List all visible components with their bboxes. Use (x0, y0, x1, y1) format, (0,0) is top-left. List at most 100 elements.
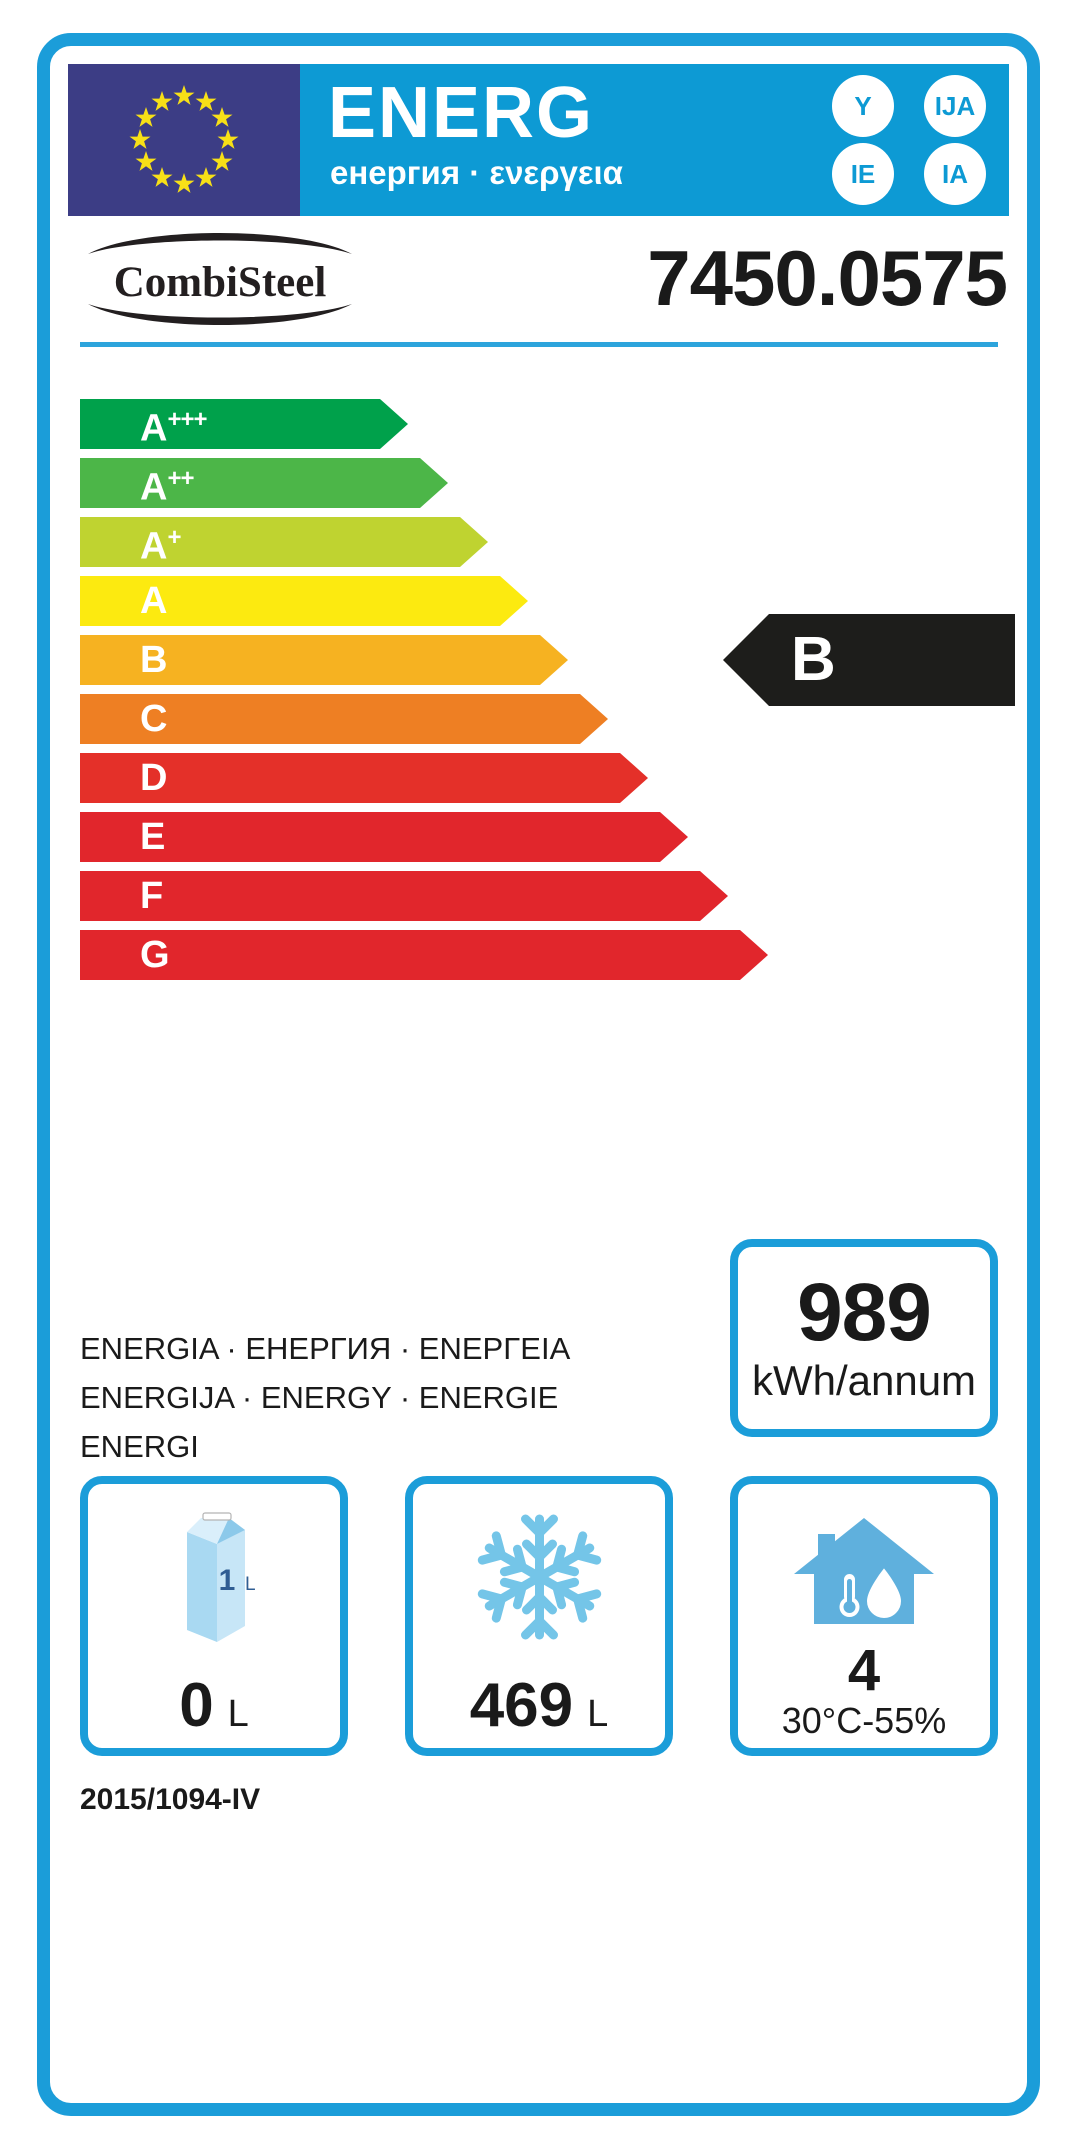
lang-circle-ie: IE (832, 143, 894, 205)
class-bar-body: A++ (80, 458, 420, 508)
class-label-sup: + (167, 523, 181, 551)
class-bar-body: F (80, 871, 700, 921)
class-bar-body: B (80, 635, 540, 685)
lang-circle-y: Y (832, 75, 894, 137)
class-bar-tip (580, 694, 608, 744)
snowflake-glyph (477, 1514, 601, 1640)
snowflake-icon (472, 1502, 607, 1652)
class-bar-tip (700, 871, 728, 921)
freezer-volume-caption: 469 L (413, 1674, 665, 1738)
efficiency-class-ladder: A+++ A++ A+ (68, 399, 1015, 999)
class-bar: A (80, 576, 528, 626)
class-row-a-plus: A+ (80, 517, 488, 567)
energy-words-block: ENERGIA · ЕНЕРГИЯ · ΕΝΕΡΓΕΙΑ ENERGIJA · … (80, 1324, 640, 1471)
class-bar: A+ (80, 517, 488, 567)
class-bar: D (80, 753, 648, 803)
class-bar: G (80, 930, 768, 980)
class-bar-tip (740, 930, 768, 980)
class-bar-tip (380, 399, 408, 449)
class-label: A (140, 580, 168, 622)
selected-class-arrow-body: B (769, 614, 1015, 706)
fridge-volume-value: 0 (179, 1671, 214, 1740)
fridge-volume-caption: 0 L (88, 1674, 340, 1738)
class-label-sup: +++ (167, 405, 207, 433)
class-label: A+++ (140, 405, 208, 450)
class-bar-body: A+ (80, 517, 460, 567)
brand-logo: CombiSteel (80, 224, 360, 334)
model-number: 7450.0575 (647, 234, 1008, 322)
climate-class-value: 4 (847, 1638, 881, 1703)
class-bar-tip (460, 517, 488, 567)
class-bar: A++ (80, 458, 448, 508)
house-climate-glyph (793, 1518, 934, 1624)
language-circles: Y IJA IE IA (819, 74, 999, 206)
class-bar: F (80, 871, 728, 921)
eu-stars-icon (129, 85, 239, 193)
fridge-volume-unit: L (227, 1693, 249, 1735)
class-row-g: G (80, 930, 768, 980)
selected-class-arrow: B (723, 614, 1015, 706)
climate-class-condition: 30°C-55% (781, 1700, 947, 1741)
class-label: A++ (140, 464, 194, 509)
class-label-sup: ++ (167, 464, 194, 492)
climate-class-caption: 4 30°C-55% (738, 1642, 990, 1742)
climate-class-box: 4 30°C-55% (730, 1476, 998, 1756)
class-row-f: F (80, 871, 728, 921)
class-row-e: E (80, 812, 688, 862)
class-bar-body: E (80, 812, 660, 862)
milk-carton-label: 1 (219, 1564, 236, 1597)
brand-divider (80, 342, 998, 347)
class-bar-tip (660, 812, 688, 862)
class-bar: A+++ (80, 399, 408, 449)
combisteel-logo-icon: CombiSteel (88, 233, 352, 325)
annual-consumption-unit: kWh/annum (751, 1357, 977, 1404)
brand-name-text: CombiSteel (114, 259, 327, 306)
selected-class-arrow-tip (723, 614, 769, 706)
eu-flag-icon (68, 64, 300, 216)
label-header: ENERG енергия · ενεργεια Y IJA IE IA (68, 64, 1009, 216)
class-bar-body: C (80, 694, 580, 744)
energ-banner: ENERG енергия · ενεργεια Y IJA IE IA (300, 64, 1009, 216)
freezer-volume-box: 469 L (405, 1476, 673, 1756)
house-climate-icon (792, 1502, 937, 1652)
class-bar-body: D (80, 753, 620, 803)
class-label: F (140, 875, 164, 917)
class-label: D (140, 757, 168, 799)
class-label: E (140, 816, 166, 858)
annual-consumption-value: 989 (797, 1267, 932, 1358)
class-bar-body: G (80, 930, 740, 980)
energy-label-inner: ENERG енергия · ενεργεια Y IJA IE IA Com… (68, 64, 1015, 2085)
class-bar: B (80, 635, 568, 685)
class-bar-body: A (80, 576, 500, 626)
freezer-volume-unit: L (587, 1693, 609, 1735)
class-bar-body: A+++ (80, 399, 380, 449)
class-bar-tip (420, 458, 448, 508)
freezer-volume-value: 469 (469, 1671, 574, 1740)
class-label: A+ (140, 523, 181, 568)
class-label: C (140, 698, 168, 740)
fridge-volume-box: 1 L 0 L (80, 1476, 348, 1756)
class-row-d: D (80, 753, 648, 803)
energy-words-line-1: ENERGIA · ЕНЕРГИЯ · ΕΝΕΡΓΕΙΑ (80, 1331, 571, 1366)
selected-class-letter: B (791, 625, 836, 694)
class-label: G (140, 934, 170, 976)
milk-carton-glyph: 1 L (187, 1512, 256, 1642)
class-bar-tip (620, 753, 648, 803)
energ-wordmark: ENERG (328, 73, 595, 153)
feature-boxes: 1 L 0 L (80, 1476, 998, 1756)
energy-words-line-2: ENERGIJA · ENERGY · ENERGIE (80, 1380, 559, 1415)
brand-row: CombiSteel 7450.0575 (68, 216, 1009, 348)
lang-circle-ia: IA (924, 143, 986, 205)
lang-circle-ija: IJA (924, 75, 986, 137)
annual-consumption-box: 989 kWh/annum (730, 1239, 998, 1437)
class-label: B (140, 639, 168, 681)
class-row-c: C (80, 694, 608, 744)
class-row-a: A (80, 576, 528, 626)
class-row-a-plus-plus-plus: A+++ (80, 399, 408, 449)
energy-label-card: ENERG енергия · ενεργεια Y IJA IE IA Com… (37, 33, 1040, 2116)
class-row-a-plus-plus: A++ (80, 458, 448, 508)
class-row-b: B (80, 635, 568, 685)
energ-subtitle: енергия · ενεργεια (330, 154, 623, 191)
class-bar-tip (500, 576, 528, 626)
energy-words-line-3: ENERGI (80, 1429, 199, 1464)
